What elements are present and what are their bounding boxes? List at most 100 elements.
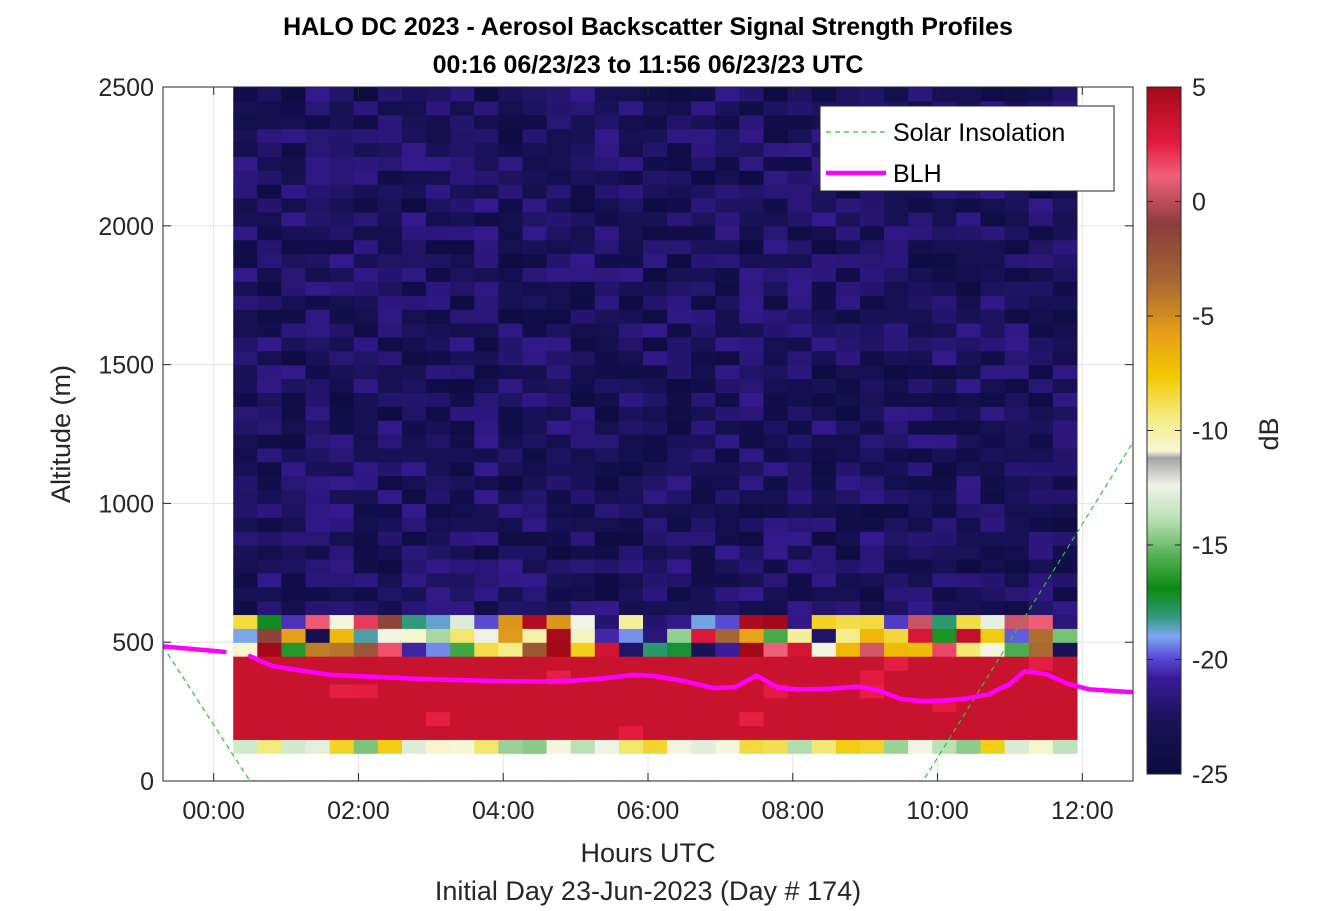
heatmap-cell [329,295,355,310]
heatmap-cell [233,281,258,296]
heatmap-cell [715,503,741,518]
heatmap-cell [884,517,909,532]
heatmap-cell [908,628,933,643]
heatmap-cell [932,669,957,685]
heatmap-cell [932,475,957,491]
heatmap-cell [811,364,837,380]
heatmap-cell [329,711,355,727]
heatmap-cell [401,198,427,213]
heatmap-cell [715,322,741,338]
heatmap-cell [426,295,451,310]
heatmap-cell [257,336,283,352]
heatmap-cell [956,586,982,602]
heatmap-cell [570,558,596,574]
heatmap-cell [763,239,789,255]
heatmap-cell [643,156,668,171]
heatmap-cell [811,239,837,255]
heatmap-cell [233,545,258,560]
heatmap-cell [835,295,861,310]
heatmap-cell [859,253,885,269]
heatmap-cell [691,697,716,713]
heatmap-cell [233,725,258,740]
heatmap-cell [353,406,379,421]
heatmap-cell [835,697,861,713]
heatmap-cell [426,170,451,185]
heatmap-cell [980,295,1006,310]
heatmap-cell [570,683,596,699]
heatmap-cell [426,434,451,449]
heatmap-cell [787,184,813,199]
heatmap-cell [739,156,765,171]
heatmap-cell [329,642,355,657]
heatmap-cell [667,628,692,643]
heatmap-cell [498,114,524,130]
heatmap-cell [1052,239,1078,255]
heatmap-cell [522,392,548,407]
heatmap-cell [691,586,716,602]
heatmap-cell [618,378,644,393]
heatmap-cell [811,322,837,338]
heatmap-cell [739,475,765,491]
heatmap-cell [643,239,668,255]
heatmap-cell [691,545,716,560]
heatmap-cell [570,489,596,504]
heatmap-cell [691,725,716,740]
heatmap-cell [643,725,668,740]
heatmap-cell [884,364,909,380]
heatmap-cell [980,697,1006,713]
heatmap-cell [546,558,572,574]
heatmap-cell [859,336,885,352]
heatmap-cell [546,711,572,727]
heatmap-cell [859,350,885,366]
heatmap-cell [667,281,692,296]
heatmap-cell [667,558,692,574]
heatmap-cell [1004,253,1030,269]
heatmap-cell [353,697,379,713]
heatmap-cell [884,642,909,657]
heatmap-cell [763,267,789,282]
heatmap-cell [594,420,620,435]
heatmap-cell [835,669,861,685]
heatmap-cell [643,378,668,393]
heatmap-cell [932,378,957,393]
heatmap-cell [763,281,789,296]
heatmap-cell [450,253,475,269]
heatmap-cell [522,211,548,227]
heatmap-cell [884,711,909,727]
heatmap-cell [305,322,331,338]
heatmap-cell [956,253,982,269]
heatmap-cell [233,295,258,310]
heatmap-cell [787,198,813,213]
heatmap-cell [450,434,475,449]
heatmap-cell [715,420,741,435]
heatmap-cell [618,628,644,643]
heatmap-cell [522,434,548,449]
heatmap-cell [474,447,499,463]
heatmap-cell [884,572,909,588]
heatmap-cell [932,517,957,532]
heatmap-cell [329,572,355,588]
heatmap-cell [811,697,837,713]
heatmap-cell [522,253,548,269]
heatmap-cell [281,142,307,157]
heatmap-cell [474,628,499,643]
heatmap-cell [329,489,355,504]
heatmap-cell [353,725,379,740]
heatmap-cell [377,614,403,629]
heatmap-cell [594,586,620,602]
heatmap-cell [884,309,909,324]
heatmap-cell [908,392,933,407]
heatmap-cell [450,572,475,588]
heatmap-cell [522,628,548,643]
heatmap-cell [522,489,548,504]
heatmap-cell [257,239,283,255]
heatmap-cell [835,322,861,338]
heatmap-cell [329,156,355,171]
heatmap-cell [353,586,379,602]
heatmap-cell [353,336,379,352]
heatmap-cell [1052,253,1078,269]
heatmap-cell [257,669,283,685]
heatmap-cell [233,114,258,130]
heatmap-cell [522,378,548,393]
heatmap-cell [353,100,379,116]
